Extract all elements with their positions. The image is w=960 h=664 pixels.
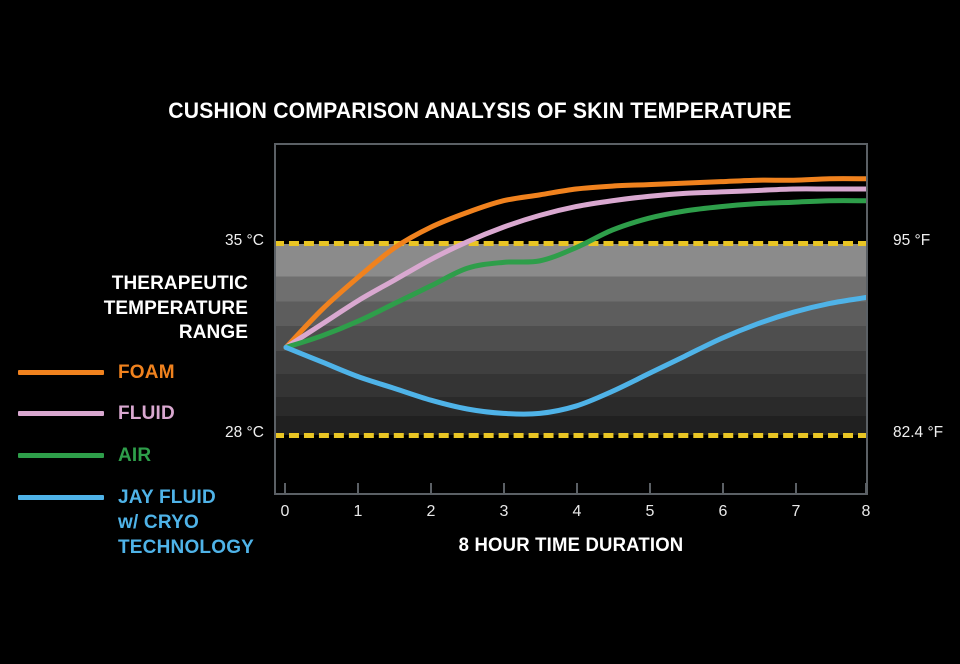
legend-item-jay-fluid[interactable]: JAY FLUID w/ CRYO TECHNOLOGY	[0, 485, 260, 558]
x-tick-label-1: 1	[353, 503, 363, 520]
legend-swatch-jay-fluid	[18, 495, 104, 500]
series-line-foam	[283, 176, 866, 350]
x-tick-label-4: 4	[572, 503, 582, 520]
legend-label-air: AIR	[118, 445, 152, 466]
axis-label-95f: 95 °F	[893, 232, 931, 249]
x-tick-label-8: 8	[861, 503, 871, 520]
axis-label-82-4f: 82.4 °F	[893, 424, 944, 441]
plot-inner	[276, 145, 866, 493]
legend-swatch-air	[18, 453, 104, 458]
x-tick-8	[865, 483, 867, 493]
x-tick-4	[576, 483, 578, 493]
series-lines	[283, 176, 866, 417]
legend-label-jay-fluid: JAY FLUID w/ CRYO TECHNOLOGY	[118, 487, 255, 558]
therapeutic-range-heading: THERAPEUTIC TEMPERATURE RANGE	[103, 273, 248, 343]
x-tick-0	[284, 483, 286, 493]
axis-label-35c: 35 °C	[225, 232, 264, 249]
x-tick-label-5: 5	[645, 503, 655, 520]
x-tick-label-0: 0	[280, 503, 290, 520]
x-axis-title: 8 HOUR TIME DURATION	[458, 534, 684, 556]
axis-label-28c: 28 °C	[225, 424, 264, 441]
legend-item-fluid[interactable]: FLUID	[0, 401, 260, 441]
legend-swatch-foam	[18, 370, 104, 375]
legend-item-foam[interactable]: FOAM	[0, 360, 260, 400]
series-line-jay-fluid	[283, 295, 866, 417]
x-tick-label-7: 7	[791, 503, 801, 520]
x-tick-6	[722, 483, 724, 493]
x-tick-3	[503, 483, 505, 493]
lower-therapeutic-limit-line	[276, 433, 866, 438]
x-tick-5	[649, 483, 651, 493]
chart-title: CUSHION COMPARISON ANALYSIS OF SKIN TEMP…	[168, 98, 792, 123]
series-line-fluid	[283, 186, 866, 350]
legend-label-foam: FOAM	[118, 362, 175, 383]
upper-therapeutic-limit-line	[276, 241, 866, 246]
x-tick-label-2: 2	[426, 503, 436, 520]
legend-label-fluid: FLUID	[118, 403, 175, 424]
x-tick-label-6: 6	[718, 503, 728, 520]
legend-swatch-fluid	[18, 411, 104, 416]
plot-area	[274, 143, 868, 495]
therapeutic-range-band	[276, 244, 866, 435]
series-line-air	[283, 198, 866, 350]
x-tick-label-3: 3	[499, 503, 509, 520]
legend-item-air[interactable]: AIR	[0, 443, 260, 483]
x-tick-2	[430, 483, 432, 493]
x-tick-1	[357, 483, 359, 493]
x-tick-7	[795, 483, 797, 493]
